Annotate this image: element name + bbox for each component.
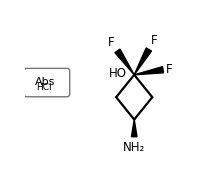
Text: Abs: Abs — [35, 77, 56, 87]
Text: HO: HO — [109, 67, 127, 80]
Text: F: F — [151, 34, 158, 47]
Polygon shape — [115, 49, 134, 75]
Text: F: F — [108, 36, 115, 49]
Text: HCl: HCl — [37, 83, 52, 92]
Polygon shape — [134, 48, 152, 75]
Text: F: F — [166, 63, 172, 76]
FancyBboxPatch shape — [24, 68, 70, 97]
Text: NH₂: NH₂ — [123, 141, 145, 154]
Polygon shape — [134, 67, 164, 75]
Polygon shape — [131, 120, 137, 137]
